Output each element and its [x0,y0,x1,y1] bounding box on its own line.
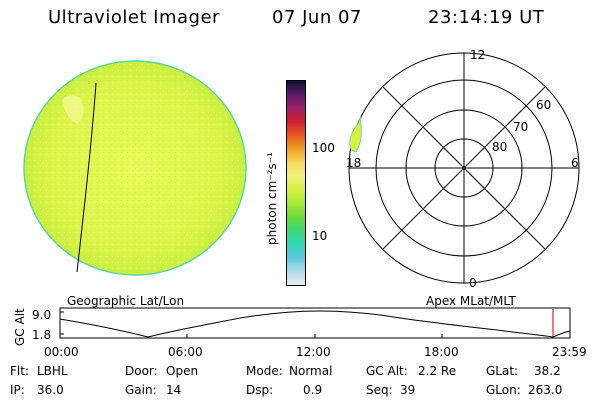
altitude-ytick-1-8: 1.8 [32,328,52,342]
lat-label-60: 60 [536,98,551,112]
glat-label: GLat: [486,364,519,378]
app-title: Ultraviolet Imager [48,7,220,28]
lat-label-70: 70 [513,120,528,134]
colorbar [286,80,306,286]
door-label: Door: [125,364,158,378]
altitude-xtick-1800: 18:00 [424,345,459,359]
altitude-ytick-9: 9.0 [32,308,52,322]
ip-value: 36.0 [37,383,64,397]
altitude-xtick-2359: 23:59 [552,345,587,359]
gc-alt-label: GC Alt: [366,364,408,378]
ip-label: IP: [10,383,25,397]
altitude-xtick-0600: 06:00 [168,345,203,359]
time-label: 23:14:19 UT [428,7,545,28]
colorbar-tick-100: 100 [312,141,335,155]
altitude-curve [59,310,571,338]
dsp-value: 0.9 [303,383,323,397]
filter-value: LBHL [37,364,68,378]
dsp-label: Dsp: [246,383,274,397]
gc-alt-value: 2.2 Re [418,364,457,378]
glon-value: 263.0 [528,383,563,397]
aurora-blob [349,116,362,153]
seq-value: 39 [400,383,416,397]
geo-grid-line [76,82,97,273]
date-label: 07 Jun 07 [272,7,362,28]
mode-label: Mode: [246,364,283,378]
mlt-label-18: 18 [346,156,361,170]
door-value: Open [166,364,199,378]
seq-label: Seq: [366,383,393,397]
gain-value: 14 [166,383,182,397]
colorbar-tick-10: 10 [312,229,328,243]
mode-value: Normal [289,364,333,378]
mlt-label-0: 0 [469,276,477,290]
earth-disk [23,60,247,276]
filter-label: Flt: [10,364,29,378]
altitude-xtick-0000: 00:00 [44,345,79,359]
altitude-ylabel: GC Alt [13,308,27,346]
mlt-label-6: 6 [571,156,579,170]
geo-panel-label: Geographic Lat/Lon [67,294,185,308]
glat-value: 38.2 [534,364,561,378]
lat-label-80: 80 [492,140,507,154]
gain-label: Gain: [125,383,157,397]
mlt-label-12: 12 [470,48,485,62]
glon-label: GLon: [486,383,521,397]
altitude-xtick-1200: 12:00 [296,345,331,359]
polar-panel-label: Apex MLat/MLT [426,294,516,308]
